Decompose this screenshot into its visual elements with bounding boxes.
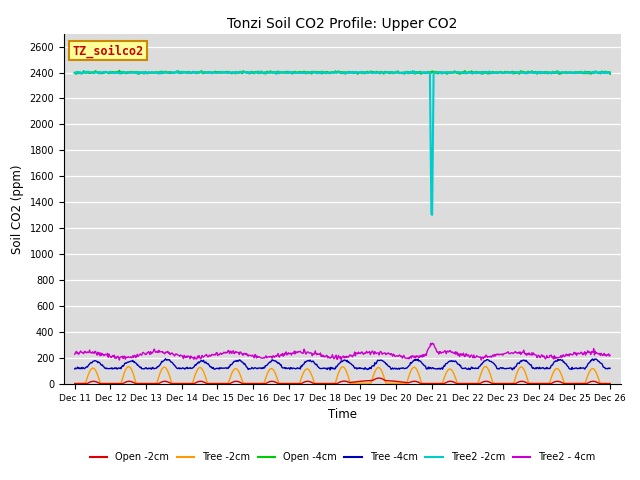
X-axis label: Time: Time: [328, 408, 357, 421]
Legend: Open -2cm, Tree -2cm, Open -4cm, Tree -4cm, Tree2 -2cm, Tree2 - 4cm: Open -2cm, Tree -2cm, Open -4cm, Tree -4…: [86, 448, 599, 466]
Text: TZ_soilco2: TZ_soilco2: [72, 44, 143, 58]
Y-axis label: Soil CO2 (ppm): Soil CO2 (ppm): [11, 164, 24, 253]
Title: Tonzi Soil CO2 Profile: Upper CO2: Tonzi Soil CO2 Profile: Upper CO2: [227, 17, 458, 31]
